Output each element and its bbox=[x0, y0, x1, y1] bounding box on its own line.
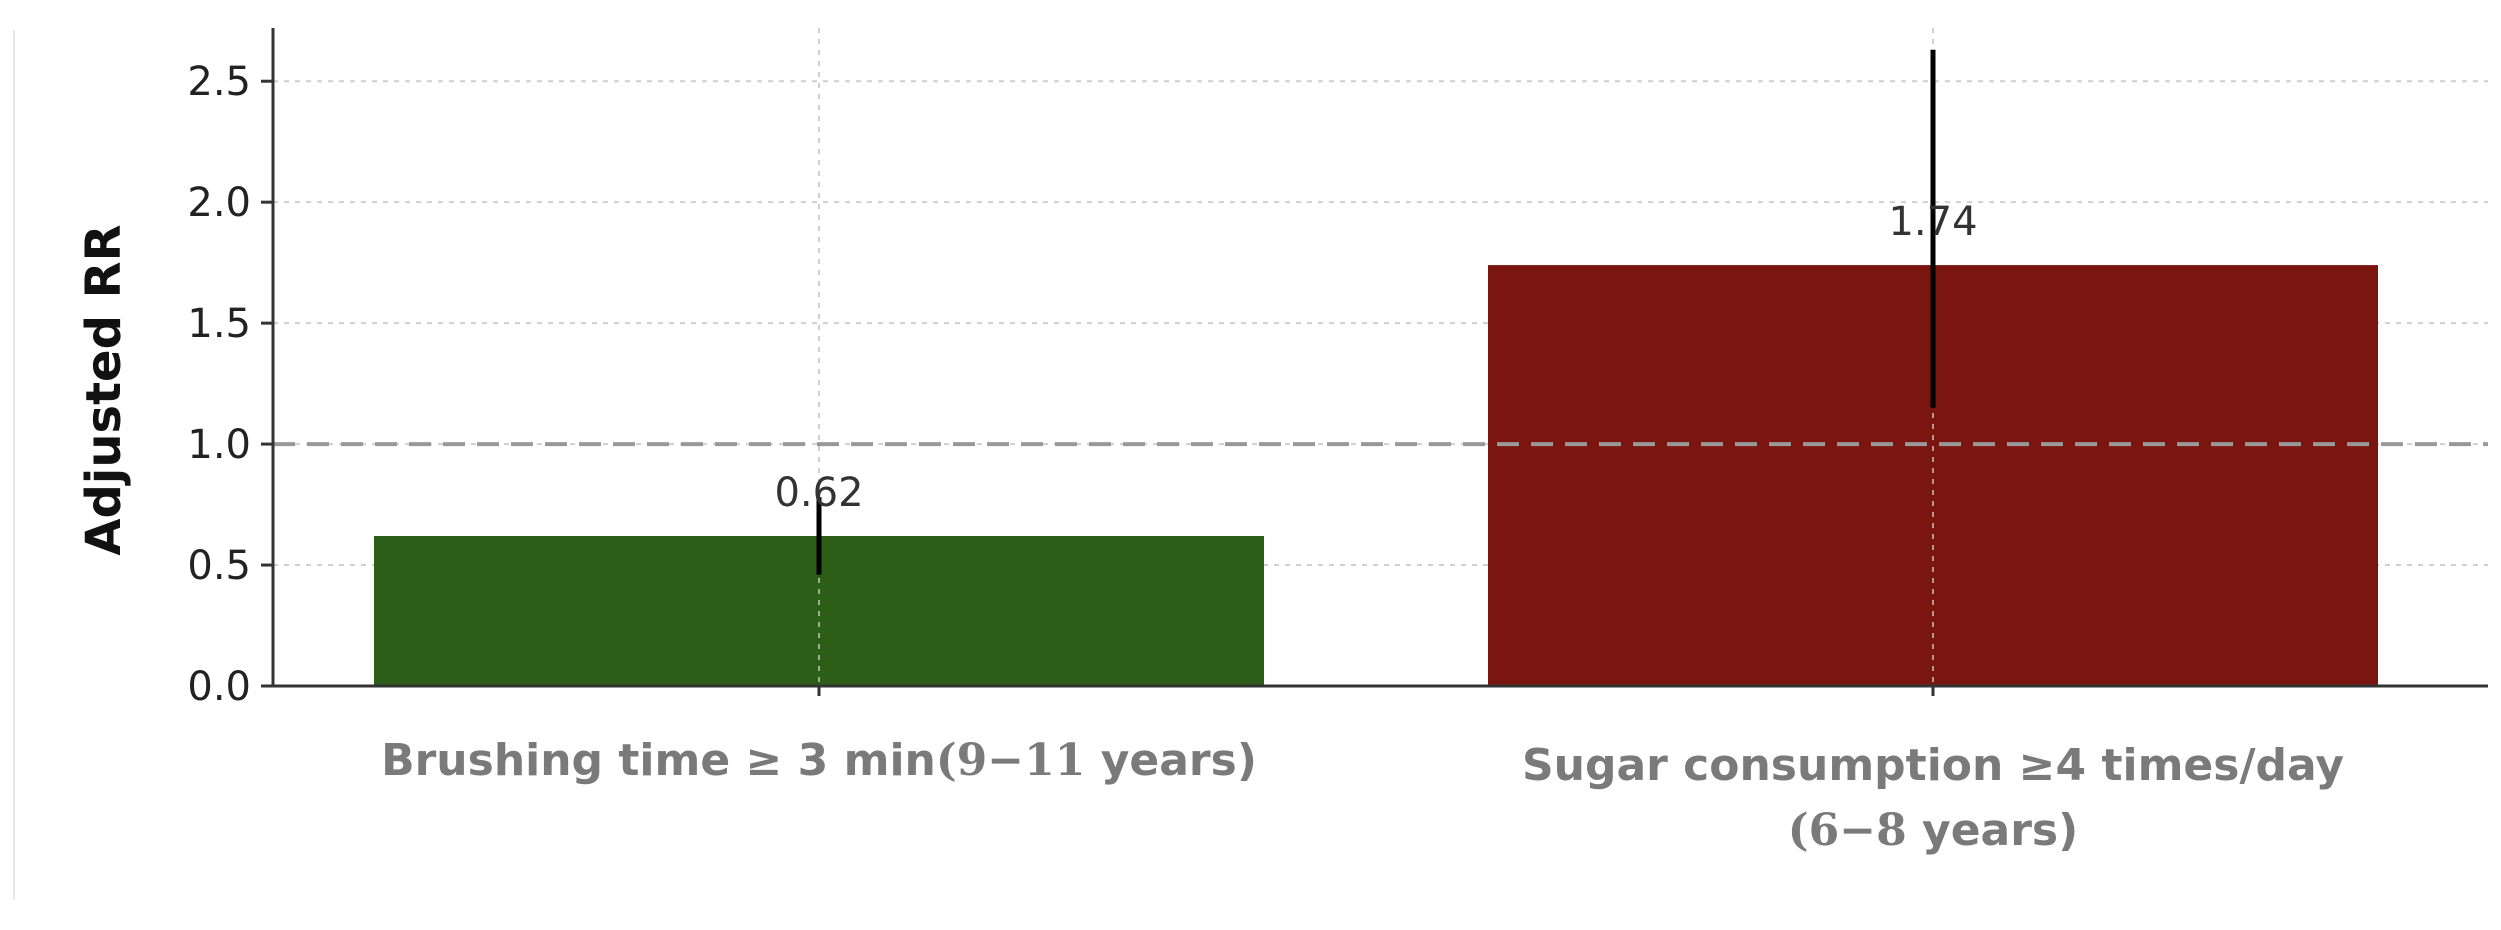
data-label: 0.62 bbox=[774, 470, 863, 516]
y-tick-label: 1.0 bbox=[187, 422, 251, 468]
y-tick-label: 2.0 bbox=[187, 180, 251, 226]
y-axis-title: Adjusted RR bbox=[76, 224, 132, 555]
category-label-segment: years) bbox=[1907, 805, 2079, 856]
category-label-segment: (9−11 bbox=[936, 735, 1086, 786]
bars: 0.62 1.74 bbox=[273, 28, 2488, 686]
axes bbox=[271, 28, 2488, 688]
y-tick-label: 1.5 bbox=[187, 301, 251, 347]
category-label-segment: Brushing time ≥ 3 min bbox=[381, 735, 936, 786]
category-label: (6−8 years) bbox=[1788, 805, 2078, 856]
y-tick-label: 0.5 bbox=[187, 543, 251, 589]
data-label: 1.74 bbox=[1888, 199, 1977, 245]
y-ticks: 0.0 0.5 1.0 1.5 2.0 2.5 bbox=[187, 59, 1935, 710]
y-tick-label: 2.5 bbox=[187, 59, 251, 105]
category-label: Brushing time ≥ 3 min(9−11 years) bbox=[381, 735, 1257, 786]
category-labels: Brushing time ≥ 3 min(9−11 years) Sugar c… bbox=[381, 735, 2344, 856]
category-label: Sugar consumption ≥4 times/day bbox=[1522, 740, 2344, 791]
category-label-segment: years) bbox=[1085, 735, 1257, 786]
category-label-segment: (6−8 bbox=[1788, 805, 1907, 856]
category-label-segment: Sugar consumption ≥4 times/day bbox=[1522, 740, 2344, 791]
y-tick-label: 0.0 bbox=[187, 664, 251, 710]
